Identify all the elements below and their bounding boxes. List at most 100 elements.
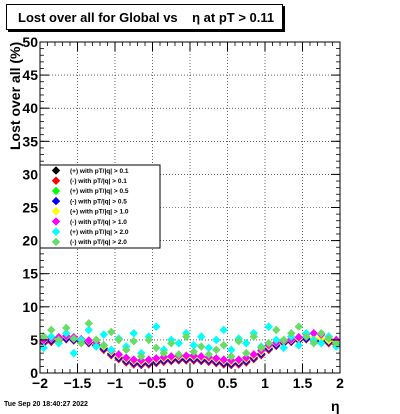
data-point xyxy=(227,352,236,361)
legend-label: (+) with pT/|q| > 0.1 xyxy=(70,168,129,175)
data-point xyxy=(294,322,303,331)
chart-title: Lost over all for Global vs η at pT > 0.… xyxy=(6,4,283,30)
y-tick-label: 5 xyxy=(30,332,38,348)
data-point xyxy=(129,329,138,338)
legend-label: (+) with pT/|q| > 2.0 xyxy=(70,229,129,236)
data-point xyxy=(129,337,138,346)
data-point xyxy=(272,335,281,345)
data-point xyxy=(144,355,153,364)
legend-marker xyxy=(51,237,61,247)
x-axis-title: η xyxy=(331,398,340,414)
data-point xyxy=(122,345,131,355)
data-point xyxy=(219,325,228,335)
data-point xyxy=(137,352,146,361)
x-tick-label: −1 xyxy=(107,375,123,391)
data-point xyxy=(152,322,161,331)
y-tick-label: 25 xyxy=(22,200,38,216)
data-point xyxy=(107,327,116,337)
data-point xyxy=(62,323,71,333)
data-point xyxy=(264,339,273,348)
data-point xyxy=(332,339,341,348)
data-point xyxy=(174,350,183,359)
data-point xyxy=(47,332,56,341)
data-point xyxy=(84,336,93,345)
data-point xyxy=(309,329,318,338)
x-tick-label: −1.5 xyxy=(64,375,92,391)
x-tick-label: 2 xyxy=(336,375,344,391)
y-tick-label: 40 xyxy=(22,100,38,116)
data-point xyxy=(174,339,183,348)
x-tick-label: 1.5 xyxy=(293,375,313,391)
data-point xyxy=(114,335,123,345)
y-tick-label: 10 xyxy=(22,299,38,315)
tick-labels: −2 −1.5 −1 −0.5 0 0.5 1 1.5 20510152025303540455… xyxy=(22,34,344,391)
data-point xyxy=(182,351,191,360)
data-point xyxy=(92,335,101,345)
data-point xyxy=(219,340,228,350)
data-point xyxy=(279,343,288,353)
data-point xyxy=(242,339,251,348)
data-point xyxy=(159,348,168,358)
data-point xyxy=(242,353,251,362)
legend-label: (+) with pT/|q| > 1.0 xyxy=(70,209,129,216)
data-point xyxy=(204,350,213,359)
data-point xyxy=(197,352,206,361)
y-tick-label: 0 xyxy=(30,365,38,381)
data-point xyxy=(114,350,123,359)
x-tick-label: 0.5 xyxy=(218,375,238,391)
data-point xyxy=(234,355,243,364)
legend-label: (-) with pT/|q| > 0.1 xyxy=(70,178,127,185)
x-tick-label: −0.5 xyxy=(139,375,167,391)
x-tick-label: −2 xyxy=(32,375,48,391)
legend-label: (+) with pT/|q| > 0.5 xyxy=(70,188,129,195)
data-point xyxy=(167,339,176,348)
data-point xyxy=(189,340,198,350)
data-point xyxy=(324,334,333,343)
data-point xyxy=(212,354,221,363)
y-tick-label: 50 xyxy=(22,34,38,50)
data-point xyxy=(54,335,63,345)
legend: (+) with pT/|q| > 0.1 (-) with pT/|q| > 0… xyxy=(39,164,161,249)
data-point xyxy=(99,330,108,339)
data-point xyxy=(302,332,311,341)
legend-label: (-) with pT/|q| > 1.0 xyxy=(70,219,127,226)
data-point xyxy=(92,342,101,351)
data-point xyxy=(189,347,198,357)
legend-marker xyxy=(51,176,61,185)
legend-marker xyxy=(51,227,61,236)
legend-marker xyxy=(51,207,61,216)
data-point xyxy=(69,348,78,358)
data-point xyxy=(69,334,78,343)
timestamp: Tue Sep 20 18:40:27 2022 xyxy=(4,401,88,408)
legend-marker xyxy=(51,196,61,206)
data-point xyxy=(234,337,243,346)
data-point xyxy=(212,335,221,345)
data-point xyxy=(287,329,296,338)
data-points xyxy=(39,319,341,370)
legend-marker xyxy=(51,186,61,196)
data-point xyxy=(197,342,206,351)
data-point xyxy=(152,354,161,363)
legend-box xyxy=(39,164,161,249)
legend-marker xyxy=(51,217,61,226)
data-point xyxy=(39,343,48,353)
data-point xyxy=(249,350,258,359)
y-tick-label: 15 xyxy=(22,266,38,282)
data-point xyxy=(39,332,48,341)
data-point xyxy=(219,355,228,364)
data-point xyxy=(47,325,56,335)
data-point xyxy=(77,339,86,348)
data-point xyxy=(129,355,138,364)
data-point xyxy=(249,332,258,341)
data-point xyxy=(84,319,93,328)
data-point xyxy=(152,343,161,353)
data-point xyxy=(197,332,206,341)
data-point xyxy=(107,345,116,355)
data-point xyxy=(227,345,236,355)
data-point xyxy=(317,329,326,338)
data-point xyxy=(257,343,266,353)
data-point xyxy=(309,339,318,348)
y-tick-label: 20 xyxy=(22,233,38,249)
data-point xyxy=(212,345,221,355)
